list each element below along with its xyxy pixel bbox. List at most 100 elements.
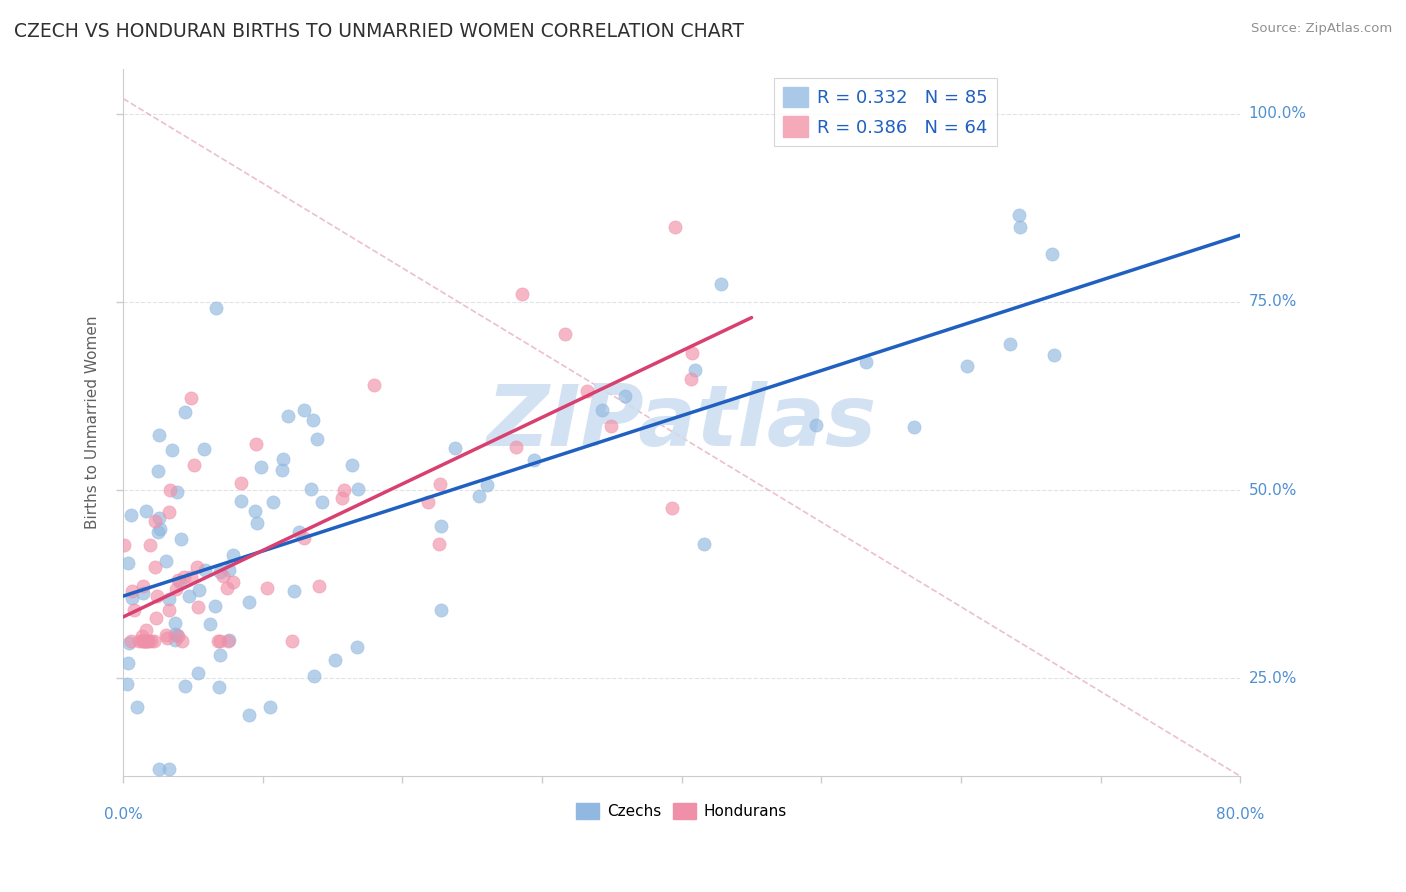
Point [249, 459, 271, 474]
Point [246, 516, 269, 530]
Point [165, 582, 187, 596]
Point [430, 518, 453, 533]
Point [121, 583, 143, 598]
Point [122, 603, 145, 617]
Point [444, 441, 467, 455]
Text: CZECH VS HONDURAN BIRTHS TO UNMARRIED WOMEN CORRELATION CHART: CZECH VS HONDURAN BIRTHS TO UNMARRIED WO… [14, 22, 744, 41]
Text: 80.0%: 80.0% [1216, 806, 1264, 822]
Point [132, 586, 155, 600]
Point [475, 478, 498, 492]
Point [117, 656, 139, 670]
Point [311, 495, 333, 509]
Point [134, 633, 156, 648]
Point [148, 511, 170, 525]
Point [956, 359, 979, 373]
Point [180, 570, 202, 584]
Point [187, 582, 209, 597]
Point [117, 636, 139, 650]
Point [292, 531, 315, 545]
Point [208, 680, 231, 694]
Point [167, 573, 190, 587]
Point [277, 409, 299, 423]
Point [262, 494, 284, 508]
Text: 0.0%: 0.0% [104, 806, 142, 822]
Point [165, 627, 187, 641]
Point [217, 633, 239, 648]
Point [302, 669, 325, 683]
Point [270, 463, 292, 477]
Point [613, 389, 636, 403]
Point [155, 554, 177, 568]
Point [416, 495, 439, 509]
Point [209, 633, 232, 648]
Point [292, 403, 315, 417]
Point [218, 633, 240, 648]
Point [120, 508, 142, 522]
Point [222, 574, 245, 589]
Point [155, 628, 177, 642]
Point [903, 419, 925, 434]
Point [347, 482, 370, 496]
Point [710, 277, 733, 291]
Point [600, 419, 623, 434]
Point [204, 301, 226, 316]
Point [165, 616, 187, 631]
Point [180, 391, 202, 405]
Point [112, 538, 135, 552]
Point [149, 522, 172, 536]
Point [554, 327, 576, 342]
Point [204, 599, 226, 613]
Point [855, 355, 877, 369]
Point [323, 653, 346, 667]
Point [166, 628, 188, 642]
Point [139, 538, 162, 552]
Point [308, 579, 330, 593]
Point [148, 464, 170, 478]
Point [157, 762, 180, 776]
Point [125, 700, 148, 714]
Point [173, 405, 195, 419]
Point [238, 707, 260, 722]
Point [146, 590, 169, 604]
Point [135, 624, 157, 638]
Point [215, 582, 238, 596]
Point [157, 603, 180, 617]
Point [299, 482, 322, 496]
Point [330, 491, 353, 505]
Point [165, 633, 187, 648]
Point [121, 591, 143, 605]
Point [132, 633, 155, 648]
Point [135, 504, 157, 518]
Point [141, 633, 163, 648]
Point [172, 633, 194, 648]
Point [145, 559, 167, 574]
Point [186, 560, 208, 574]
Point [576, 384, 599, 398]
Point [157, 592, 180, 607]
Point [256, 581, 278, 595]
Point [281, 633, 304, 648]
Point [664, 219, 686, 234]
Point [207, 633, 229, 648]
Text: 100.0%: 100.0% [1249, 106, 1306, 121]
Point [159, 483, 181, 497]
Point [346, 640, 368, 655]
Legend: Czechs, Hondurans: Czechs, Hondurans [571, 797, 793, 825]
Point [170, 533, 193, 547]
Point [238, 595, 260, 609]
Point [681, 372, 703, 386]
Point [505, 440, 527, 454]
Point [363, 377, 385, 392]
Text: 75.0%: 75.0% [1249, 294, 1296, 310]
Point [510, 286, 533, 301]
Point [804, 418, 827, 433]
Point [243, 503, 266, 517]
Point [131, 633, 153, 648]
Point [117, 557, 139, 571]
Point [148, 525, 170, 540]
Point [1008, 208, 1031, 222]
Point [143, 633, 166, 648]
Point [187, 599, 209, 614]
Point [212, 569, 235, 583]
Point [194, 563, 217, 577]
